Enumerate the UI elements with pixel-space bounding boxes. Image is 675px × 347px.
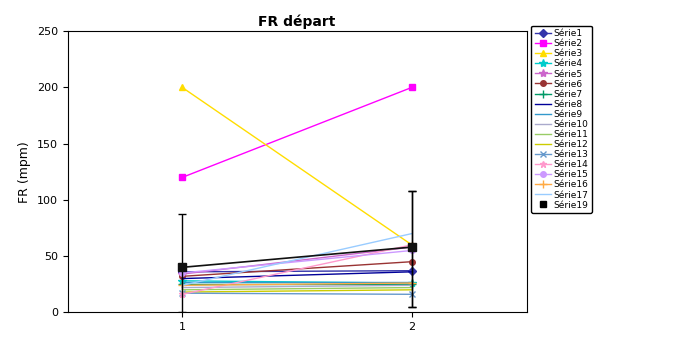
Title: FR départ: FR départ [259,14,335,29]
Y-axis label: FR (mpm): FR (mpm) [18,141,31,203]
Legend: Série1, Série2, Série3, Série4, Série5, Série6, Série7, Série8, Série9, Série10,: Série1, Série2, Série3, Série4, Série5, … [531,26,592,213]
